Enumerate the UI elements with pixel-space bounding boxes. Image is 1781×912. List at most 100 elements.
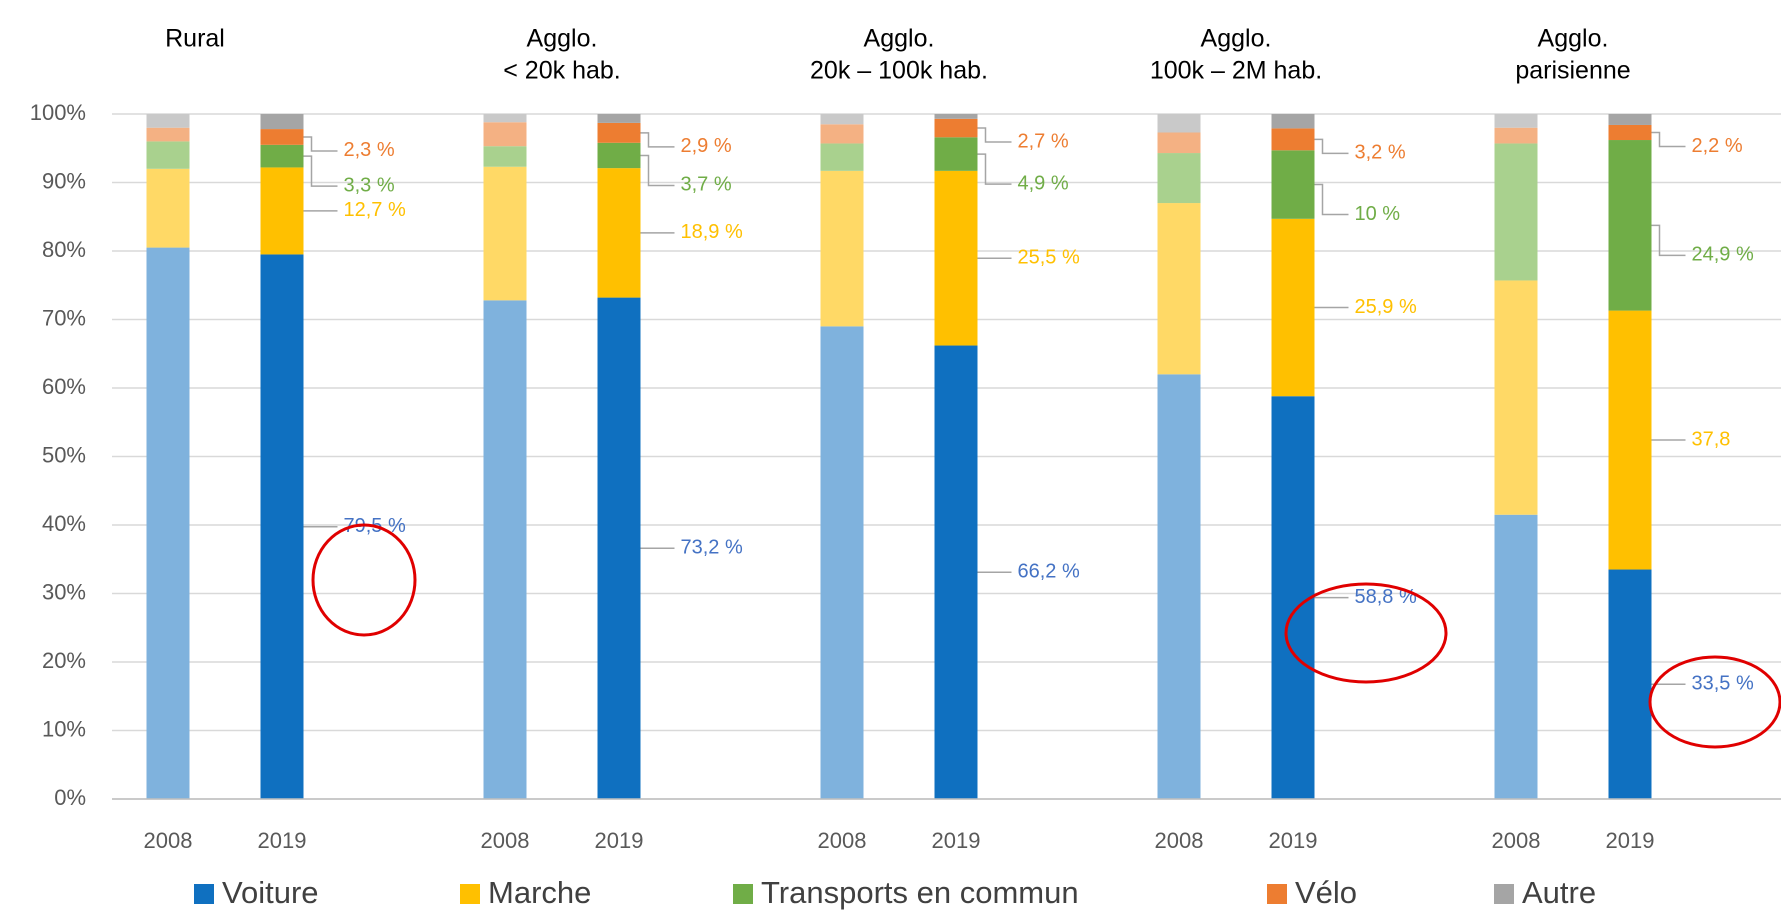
data-label: 73,2 % xyxy=(681,537,743,559)
bar-segment xyxy=(260,114,304,130)
leader-line xyxy=(1651,131,1686,148)
leader-line xyxy=(1314,183,1349,216)
leader-line xyxy=(303,155,338,187)
bar-segment xyxy=(1494,514,1538,799)
data-label: 2,3 % xyxy=(344,139,395,161)
legend-label: Marche xyxy=(488,875,591,910)
data-label: 3,2 % xyxy=(1355,142,1406,164)
legend-swatch xyxy=(460,884,480,904)
bar-segment xyxy=(1608,569,1652,799)
legend-swatch xyxy=(733,884,753,904)
bar-segment xyxy=(934,345,978,799)
bar-segment xyxy=(483,146,527,167)
data-label: 37,8 xyxy=(1692,428,1731,450)
legend-swatch xyxy=(194,884,214,904)
group-title: 20k – 100k hab. xyxy=(810,57,988,85)
bar-segment xyxy=(820,170,864,327)
bar-segment xyxy=(597,168,641,298)
bar-segment xyxy=(934,118,978,138)
data-label: 58,8 % xyxy=(1355,586,1417,608)
legend-label: Transports en commun xyxy=(761,875,1079,910)
y-tick-label: 50% xyxy=(42,442,86,467)
group-title: Agglo. xyxy=(1201,25,1272,53)
x-tick-label: 2008 xyxy=(818,828,867,853)
bar-segment xyxy=(146,127,190,142)
y-tick-label: 0% xyxy=(54,785,86,810)
bar-segment xyxy=(1608,114,1652,125)
bar-segment xyxy=(597,122,641,143)
group-title: Rural xyxy=(165,25,225,53)
bar-segment xyxy=(1494,143,1538,281)
bar-segment xyxy=(820,143,864,171)
bar-segment xyxy=(1494,280,1538,515)
bar-segment xyxy=(820,114,864,125)
group-title: Agglo. xyxy=(1538,25,1609,53)
bar-segment xyxy=(597,297,641,799)
bar-segment xyxy=(1608,140,1652,311)
group-title: Agglo. xyxy=(864,25,935,53)
data-label: 33,5 % xyxy=(1692,673,1754,695)
y-tick-label: 10% xyxy=(42,716,86,741)
legend-label: Autre xyxy=(1522,875,1596,910)
y-tick-label: 70% xyxy=(42,305,86,330)
bar-segment xyxy=(1271,114,1315,129)
bar-segment xyxy=(597,114,641,123)
y-tick-label: 20% xyxy=(42,648,86,673)
bar-segment xyxy=(1157,374,1201,799)
y-tick-label: 100% xyxy=(30,100,86,125)
legend-swatch xyxy=(1494,884,1514,904)
bar-segment xyxy=(1271,128,1315,151)
bar-segment xyxy=(260,167,304,255)
data-label: 24,9 % xyxy=(1692,244,1754,266)
legend-label: Vélo xyxy=(1295,875,1357,910)
leader-line xyxy=(1651,224,1686,257)
highlight-circle xyxy=(1284,582,1448,684)
data-label: 18,9 % xyxy=(681,221,743,243)
data-label: 2,2 % xyxy=(1692,135,1743,157)
leader-line xyxy=(303,136,338,152)
bar-segment xyxy=(597,142,641,169)
y-tick-label: 90% xyxy=(42,168,86,193)
group-title: 100k – 2M hab. xyxy=(1150,57,1322,85)
y-tick-label: 40% xyxy=(42,511,86,536)
y-tick-label: 80% xyxy=(42,237,86,262)
bar-segment xyxy=(1157,132,1201,154)
bar-segment xyxy=(934,170,978,346)
leader-line xyxy=(1314,138,1349,155)
bar-segment xyxy=(483,122,527,147)
data-label: 10 % xyxy=(1355,203,1401,225)
plot: 0% 10% 20% 30% 40% 50% 60% 70% 80% 90% 100% Rural Ag… xyxy=(30,25,1781,910)
data-label: 25,9 % xyxy=(1355,296,1417,318)
bar-segment xyxy=(483,166,527,301)
bar-segment xyxy=(1157,203,1201,375)
bar-segment xyxy=(260,254,304,800)
bar-segment xyxy=(1608,124,1652,141)
highlight-circle xyxy=(311,523,417,637)
y-tick-label: 30% xyxy=(42,579,86,604)
x-tick-label: 2008 xyxy=(1155,828,1204,853)
leader-line xyxy=(640,154,675,187)
bar-segment xyxy=(1608,310,1652,570)
bar-segment xyxy=(1271,396,1315,799)
bar-segment xyxy=(146,247,190,799)
data-label: 2,7 % xyxy=(1018,130,1069,152)
legend-label: Voiture xyxy=(222,875,319,910)
bar-segment xyxy=(1157,153,1201,204)
bar-segment xyxy=(260,129,304,145)
bar-segment xyxy=(1494,114,1538,128)
x-tick-label: 2019 xyxy=(1606,828,1655,853)
x-tick-label: 2008 xyxy=(1492,828,1541,853)
leader-line xyxy=(977,153,1012,185)
bar-segment xyxy=(146,168,190,248)
bar-segment xyxy=(1494,127,1538,144)
group-title: Agglo. xyxy=(527,25,598,53)
bar-segment xyxy=(260,144,304,168)
y-tick-label: 60% xyxy=(42,374,86,399)
bar-segment xyxy=(146,114,190,128)
bar-segment xyxy=(1271,150,1315,219)
legend-swatch xyxy=(1267,884,1287,904)
group-title: < 20k hab. xyxy=(503,57,620,85)
x-tick-label: 2019 xyxy=(1269,828,1318,853)
group-title: parisienne xyxy=(1515,57,1630,85)
x-tick-label: 2008 xyxy=(144,828,193,853)
